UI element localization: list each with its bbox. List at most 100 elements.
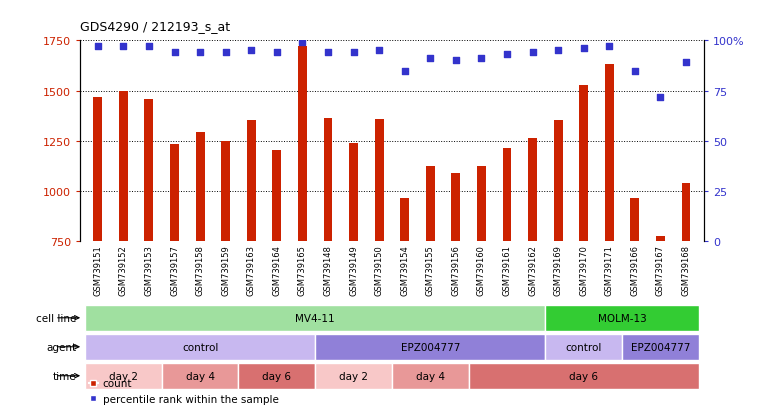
Point [220,50,232,57]
Text: GSM739156: GSM739156 [451,244,460,295]
Text: GSM739160: GSM739160 [477,244,486,295]
Text: EPZ004777: EPZ004777 [400,342,460,352]
Bar [554,121,562,242]
Bar [221,141,230,242]
Text: GSM739170: GSM739170 [579,244,588,295]
FancyBboxPatch shape [392,363,469,389]
FancyBboxPatch shape [238,363,315,389]
Point [527,50,539,57]
Point [476,56,488,63]
Point [296,40,308,47]
Text: GSM739154: GSM739154 [400,244,409,295]
Text: day 2: day 2 [109,371,138,381]
Text: GSM739153: GSM739153 [145,244,154,295]
FancyBboxPatch shape [469,363,699,389]
Bar [579,85,588,242]
Bar [170,144,179,242]
Point [629,68,641,75]
Legend: count, percentile rank within the sample: count, percentile rank within the sample [85,374,283,408]
Bar [502,149,511,242]
Text: GDS4290 / 212193_s_at: GDS4290 / 212193_s_at [80,20,230,33]
Bar [400,199,409,242]
Point [194,50,206,57]
Text: GSM739168: GSM739168 [682,244,690,296]
Point [373,48,385,55]
Point [348,50,360,57]
Text: GSM739165: GSM739165 [298,244,307,295]
Point [552,48,564,55]
FancyBboxPatch shape [85,334,315,360]
Point [501,52,513,59]
FancyBboxPatch shape [315,363,392,389]
Point [424,56,436,63]
Text: GSM739169: GSM739169 [554,244,562,295]
Text: time: time [53,371,77,381]
Text: GSM739158: GSM739158 [196,244,205,295]
Point [399,68,411,75]
Bar [528,138,537,242]
Point [450,58,462,64]
Text: cell line: cell line [37,313,77,323]
Bar [682,184,690,242]
Text: control: control [182,342,218,352]
Text: day 6: day 6 [263,371,291,381]
FancyBboxPatch shape [162,363,238,389]
Text: GSM739150: GSM739150 [374,244,384,295]
FancyBboxPatch shape [315,334,546,360]
Bar [196,133,205,242]
Point [603,44,616,51]
Text: MOLM-13: MOLM-13 [597,313,646,323]
Point [271,50,283,57]
Text: GSM739157: GSM739157 [170,244,179,295]
Text: GSM739162: GSM739162 [528,244,537,295]
Bar [323,119,333,242]
Text: GSM739167: GSM739167 [656,244,665,296]
Bar [272,151,282,242]
Text: GSM739166: GSM739166 [630,244,639,296]
Bar [349,143,358,242]
FancyBboxPatch shape [546,305,699,331]
FancyBboxPatch shape [622,334,699,360]
Bar [94,98,102,242]
Bar [630,199,639,242]
FancyBboxPatch shape [85,305,546,331]
FancyBboxPatch shape [85,363,162,389]
Bar [605,65,614,242]
Point [654,94,667,101]
Point [143,44,155,51]
Text: EPZ004777: EPZ004777 [631,342,690,352]
Text: MV4-11: MV4-11 [295,313,335,323]
FancyBboxPatch shape [546,334,622,360]
Text: GSM739164: GSM739164 [272,244,282,295]
Point [322,50,334,57]
Bar [656,237,665,242]
Bar [145,100,154,242]
Point [92,44,104,51]
Text: day 2: day 2 [339,371,368,381]
Text: GSM739163: GSM739163 [247,244,256,296]
Text: control: control [565,342,602,352]
Point [168,50,180,57]
Bar [119,92,128,242]
Text: GSM739155: GSM739155 [425,244,435,295]
Text: GSM739171: GSM739171 [605,244,614,295]
Point [117,44,129,51]
Text: agent: agent [46,342,77,352]
Text: GSM739149: GSM739149 [349,244,358,295]
Text: day 6: day 6 [569,371,598,381]
Bar [247,121,256,242]
Bar [298,47,307,242]
Text: GSM739161: GSM739161 [502,244,511,295]
Bar [451,174,460,242]
Text: GSM739148: GSM739148 [323,244,333,295]
Text: GSM739159: GSM739159 [221,244,230,295]
Text: day 4: day 4 [186,371,215,381]
Text: GSM739151: GSM739151 [94,244,102,295]
Bar [374,120,384,242]
Text: GSM739152: GSM739152 [119,244,128,295]
Text: day 4: day 4 [416,371,444,381]
Bar [426,167,435,242]
Bar [477,167,486,242]
Point [578,46,590,52]
Point [245,48,257,55]
